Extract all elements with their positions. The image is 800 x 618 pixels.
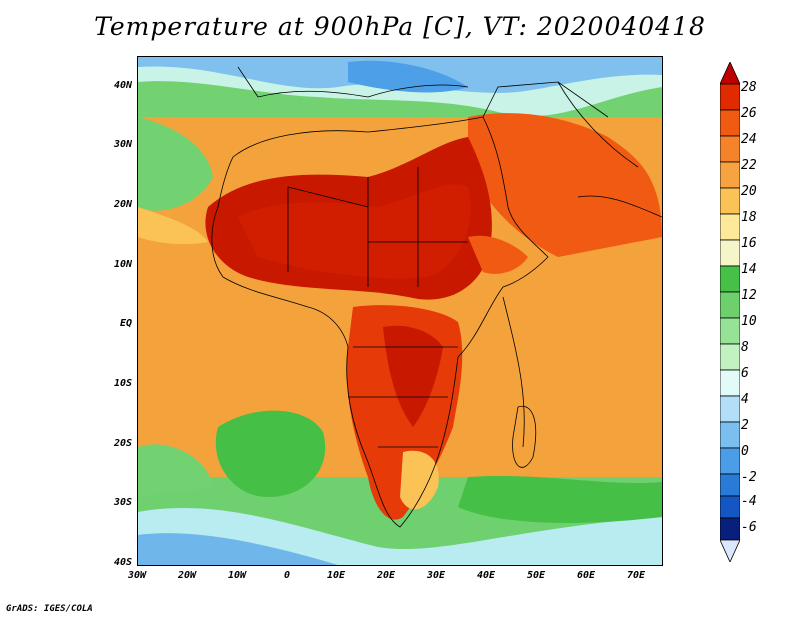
colorbar-label-4: 4 <box>741 392 749 407</box>
colorbar-label-8: 8 <box>741 340 749 355</box>
lat-tick-10n: 10N <box>113 259 132 270</box>
lat-tick-20s: 20S <box>113 438 132 449</box>
lat-tick-10s: 10S <box>113 378 132 389</box>
colorbar-label-22: 22 <box>741 158 757 173</box>
chart-title: Temperature at 900hPa [C], VT: 202004041… <box>94 12 706 41</box>
colorbar-label-18: 18 <box>741 210 757 225</box>
colorbar-label-20: 20 <box>741 184 757 199</box>
lat-tick-30n: 30N <box>113 139 132 150</box>
colorbar-label-neg6: -6 <box>741 520 757 535</box>
colorbar-label-28: 28 <box>741 80 757 95</box>
lon-tick-10w: 10W <box>227 570 247 581</box>
credit-text: GrADS: IGES/COLA <box>6 604 93 614</box>
lat-tick-20n: 20N <box>113 199 132 210</box>
lon-tick-70e: 70E <box>626 570 646 581</box>
lon-tick-0: 0 <box>283 570 291 581</box>
colorbar-label-2: 2 <box>741 418 749 433</box>
lat-tick-30s: 30S <box>113 497 132 508</box>
lon-tick-30w: 30W <box>127 570 147 581</box>
lon-tick-40e: 40E <box>476 570 496 581</box>
colorbar-label-neg2: -2 <box>741 470 757 485</box>
colorbar-label-16: 16 <box>741 236 757 251</box>
temperature-map <box>137 56 663 566</box>
colorbar-label-14: 14 <box>741 262 757 277</box>
lon-tick-30e: 30E <box>426 570 446 581</box>
lat-tick-40s: 40S <box>113 557 132 568</box>
lon-tick-50e: 50E <box>526 570 546 581</box>
colorbar-label-neg4: -4 <box>741 494 757 509</box>
colorbar-label-24: 24 <box>741 132 757 147</box>
lon-tick-20w: 20W <box>177 570 197 581</box>
lat-tick-40n: 40N <box>113 80 132 91</box>
lon-tick-20e: 20E <box>376 570 396 581</box>
colorbar-label-0: 0 <box>741 444 749 459</box>
lat-tick-eq: EQ <box>119 318 132 329</box>
colorbar-label-26: 26 <box>741 106 757 121</box>
lon-tick-60e: 60E <box>576 570 596 581</box>
colorbar-label-12: 12 <box>741 288 757 303</box>
colorbar-label-6: 6 <box>741 366 749 381</box>
lon-tick-10e: 10E <box>326 570 346 581</box>
colorbar-label-10: 10 <box>741 314 757 329</box>
colorbar <box>720 62 740 562</box>
